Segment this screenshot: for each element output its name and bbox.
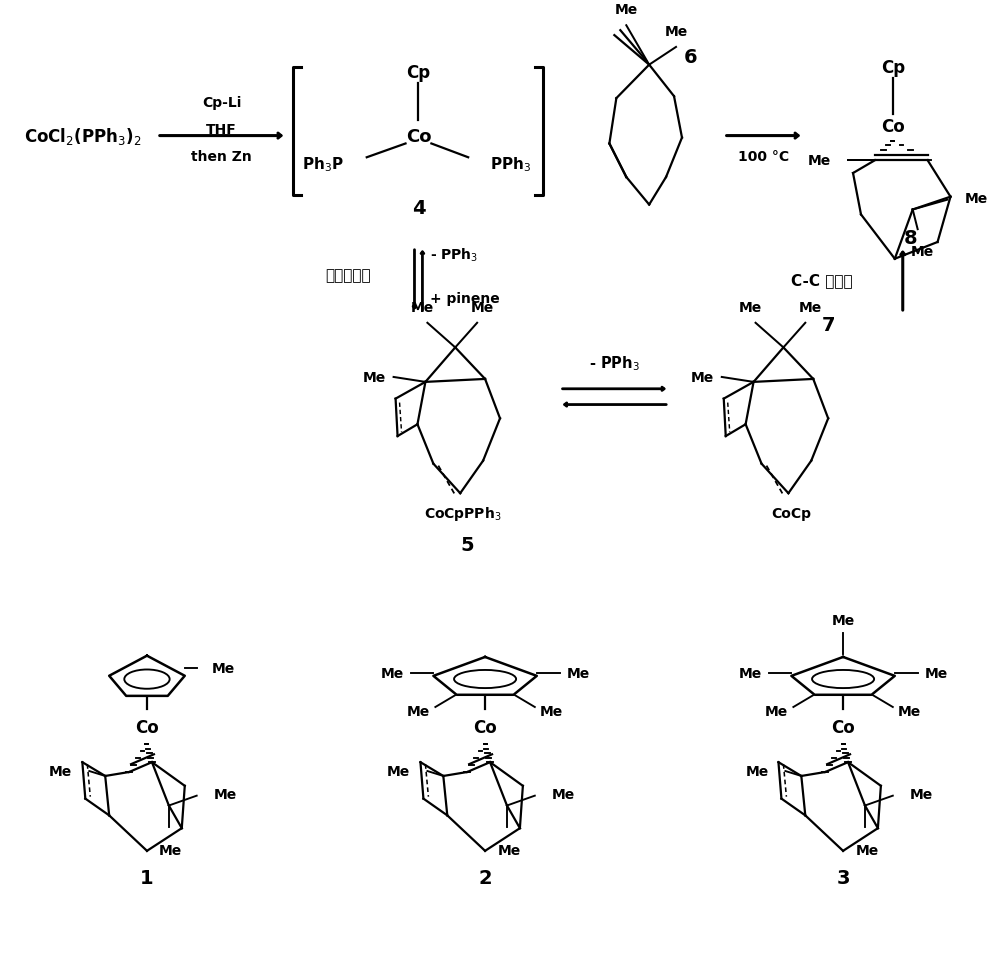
Text: Me: Me [799, 301, 822, 314]
Text: THF: THF [206, 122, 237, 136]
Text: Me: Me [380, 666, 404, 679]
Text: Co: Co [135, 718, 159, 736]
Text: CoCpPPh$_3$: CoCpPPh$_3$ [424, 505, 502, 523]
Text: 7: 7 [821, 315, 835, 334]
Text: Me: Me [540, 704, 563, 718]
Text: Co: Co [406, 128, 431, 145]
Text: CoCl$_2$(PPh$_3$)$_2$: CoCl$_2$(PPh$_3$)$_2$ [24, 126, 141, 147]
Text: Me: Me [739, 301, 762, 314]
Text: Cp: Cp [881, 59, 905, 77]
Text: Me: Me [159, 843, 182, 857]
Text: 烯烃异构化: 烯烃异构化 [325, 268, 371, 283]
Text: 5: 5 [460, 536, 474, 554]
Text: Me: Me [910, 787, 933, 801]
Text: Me: Me [898, 704, 921, 718]
Text: 2: 2 [478, 868, 492, 887]
Text: 4: 4 [412, 199, 425, 218]
Text: Me: Me [691, 371, 714, 384]
Text: Me: Me [925, 666, 948, 679]
Text: CoCp: CoCp [771, 506, 811, 520]
Text: Ph$_3$P: Ph$_3$P [302, 155, 344, 173]
Text: - PPh$_3$: - PPh$_3$ [589, 354, 640, 373]
Text: Cp: Cp [406, 63, 431, 82]
Text: Me: Me [615, 4, 638, 17]
Text: Co: Co [881, 117, 905, 136]
Text: then Zn: then Zn [191, 150, 252, 164]
Text: 6: 6 [684, 48, 698, 67]
Text: C-C 键断裂: C-C 键断裂 [791, 273, 853, 288]
Text: Cp-Li: Cp-Li [202, 96, 241, 110]
Text: Co: Co [831, 718, 855, 736]
Text: - PPh$_3$: - PPh$_3$ [430, 247, 479, 264]
Text: Me: Me [745, 764, 769, 778]
Text: Me: Me [911, 245, 934, 259]
Text: Me: Me [470, 301, 494, 314]
Text: Me: Me [407, 704, 430, 718]
Text: Me: Me [552, 787, 575, 801]
Text: PPh$_3$: PPh$_3$ [490, 155, 531, 173]
Text: Me: Me [362, 371, 386, 384]
Text: 8: 8 [904, 229, 918, 247]
Text: Me: Me [212, 661, 235, 675]
Text: Me: Me [855, 843, 879, 857]
Text: Me: Me [964, 191, 988, 206]
Text: Me: Me [831, 614, 855, 628]
Text: Me: Me [567, 666, 590, 679]
Text: Me: Me [765, 704, 788, 718]
Text: Me: Me [808, 154, 831, 168]
Text: Co: Co [473, 718, 497, 736]
Text: Me: Me [411, 301, 434, 314]
Text: Me: Me [664, 25, 688, 39]
Text: 3: 3 [836, 868, 850, 887]
Text: Me: Me [738, 666, 762, 679]
Text: Me: Me [214, 787, 237, 801]
Text: 1: 1 [140, 868, 154, 887]
Text: Me: Me [497, 843, 521, 857]
Text: 100 °C: 100 °C [738, 150, 789, 164]
Text: Me: Me [49, 764, 72, 778]
Text: + pinene: + pinene [430, 292, 500, 306]
Text: Me: Me [387, 764, 411, 778]
